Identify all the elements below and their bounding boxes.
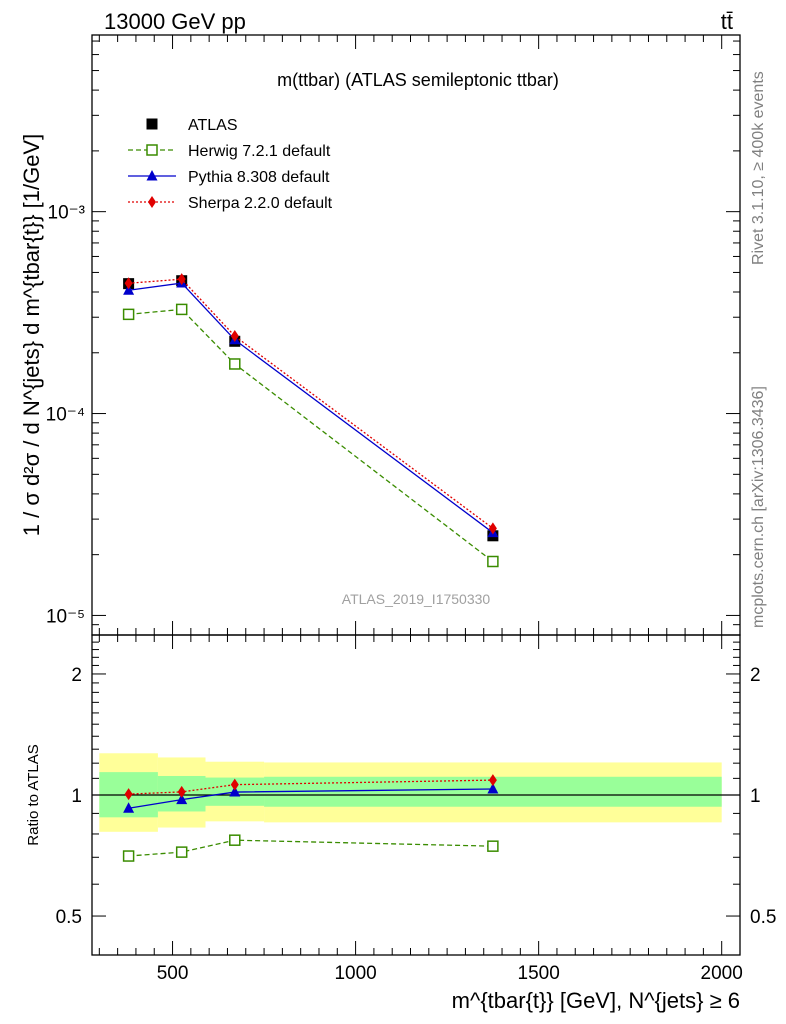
- ratio-series-line: [128, 788, 493, 809]
- main-series-herwig: [122, 303, 499, 568]
- ratio-series-point: [122, 850, 135, 862]
- analysis-watermark: ATLAS_2019_I1750330: [342, 591, 491, 607]
- ratio-series-point: [487, 782, 499, 794]
- rivet-label: Rivet 3.1.10, ≥ 400k events: [750, 71, 767, 265]
- legend-marker: [146, 170, 158, 181]
- main-series-point: [177, 273, 186, 286]
- ratio-series-point: [488, 774, 497, 787]
- x-tick-label: 1000: [334, 963, 376, 984]
- ratio-series-sherpa: [124, 774, 497, 801]
- ratio-y-tick-label-right: 0.5: [750, 907, 776, 928]
- main-y-axis-label: 1 / σ d²σ / d N^{jets} d m^{tbar{t}} [1/…: [19, 134, 44, 536]
- legend-label: Pythia 8.308 default: [188, 169, 330, 186]
- ratio-y-axis-label: Ratio to ATLAS: [25, 744, 42, 845]
- main-y-tick-label: 10⁻⁴: [46, 405, 85, 426]
- main-ticks: 10⁻⁵ 10⁻⁴ 10⁻³: [46, 35, 740, 636]
- main-series-point: [175, 303, 188, 316]
- legend-entry: ATLAS: [146, 117, 238, 134]
- ratio-series-point: [230, 778, 239, 791]
- main-series-point: [229, 358, 241, 370]
- main-series-point: [123, 284, 135, 295]
- ratio-series-point: [177, 785, 186, 798]
- main-series-pythia: [123, 277, 499, 538]
- ratio-y-tick-label: 2: [71, 665, 82, 686]
- mcplots-label: mcplots.cern.ch [arXiv:1306.3436]: [750, 386, 767, 628]
- main-panel: 10⁻⁵ 10⁻⁴ 10⁻³ m(ttbar) (ATLAS semileptoni…: [19, 34, 741, 636]
- ratio-series-pythia: [123, 782, 499, 813]
- x-axis-label: m^{tbar{t}} [GeV], N^{jets} ≥ 6: [452, 988, 740, 1013]
- ratio-series: [122, 774, 499, 862]
- x-axis-label-text: m^{tbar{t}} [GeV], N^{jets} ≥ 6: [452, 988, 740, 1013]
- ratio-series-line: [128, 839, 493, 857]
- main-series-point: [488, 522, 497, 535]
- ratio-y-tick-label: 0.5: [56, 907, 82, 928]
- ratio-panel: 0.5 0.5 1 1 2 2 500 1000 1500 2000 Ratio to ATLAS…: [25, 634, 776, 1013]
- ratio-y-tick-label: 1: [71, 786, 82, 807]
- main-series-point: [124, 277, 133, 290]
- ratio-series-point: [124, 788, 133, 801]
- x-tick-label: 500: [157, 963, 189, 984]
- x-tick-label: 1500: [518, 963, 560, 984]
- legend-entry: Sherpa 2.2.0 default: [128, 195, 333, 212]
- ratio-y-tick-label-right: 1: [750, 786, 761, 807]
- ratio-series-point: [123, 802, 135, 813]
- main-series-point: [122, 308, 135, 321]
- ratio-series-point: [176, 793, 188, 805]
- main-series-line: [128, 308, 494, 563]
- legend-marker: [148, 196, 156, 208]
- main-series-sherpa: [124, 273, 497, 535]
- main-y-axis-label-text: 1 / σ d²σ / d N^{jets} d m^{tbar{t}} [1/…: [19, 134, 44, 536]
- ratio-ticks: 0.5 0.5 1 1 2 2 500 1000 1500 2000: [56, 634, 776, 984]
- main-y-tick-label: 10⁻³: [48, 203, 86, 224]
- legend-label: Herwig 7.2.1 default: [188, 143, 331, 160]
- ratio-series-herwig: [122, 834, 499, 862]
- main-series-point: [230, 330, 239, 343]
- legend-label: ATLAS: [188, 117, 238, 134]
- main-series: [122, 273, 499, 568]
- legend: ATLAS Herwig 7.2.1 default Pythia 8.308 de…: [128, 117, 333, 212]
- ratio-series-point: [487, 840, 499, 852]
- legend-label: Sherpa 2.2.0 default: [188, 195, 333, 212]
- legend-marker: [146, 144, 158, 156]
- x-tick-label: 2000: [701, 963, 743, 984]
- legend-entry: Herwig 7.2.1 default: [128, 143, 331, 160]
- ratio-series-point: [175, 846, 188, 858]
- chart-title: m(ttbar) (ATLAS semileptonic ttbar): [277, 70, 559, 90]
- ratio-series-point: [229, 786, 241, 797]
- main-series-line: [128, 278, 494, 529]
- process-label: tt̄: [721, 9, 733, 34]
- main-series-point: [487, 555, 499, 568]
- energy-label: 13000 GeV pp: [104, 9, 246, 34]
- ratio-y-tick-label-right: 2: [750, 665, 761, 686]
- legend-marker: [146, 118, 158, 130]
- ratio-series-point: [229, 834, 241, 846]
- ratio-bands: [99, 753, 722, 832]
- legend-entry: Pythia 8.308 default: [128, 169, 330, 186]
- main-y-tick-label: 10⁻⁵: [46, 606, 85, 627]
- main-series-line: [128, 282, 494, 534]
